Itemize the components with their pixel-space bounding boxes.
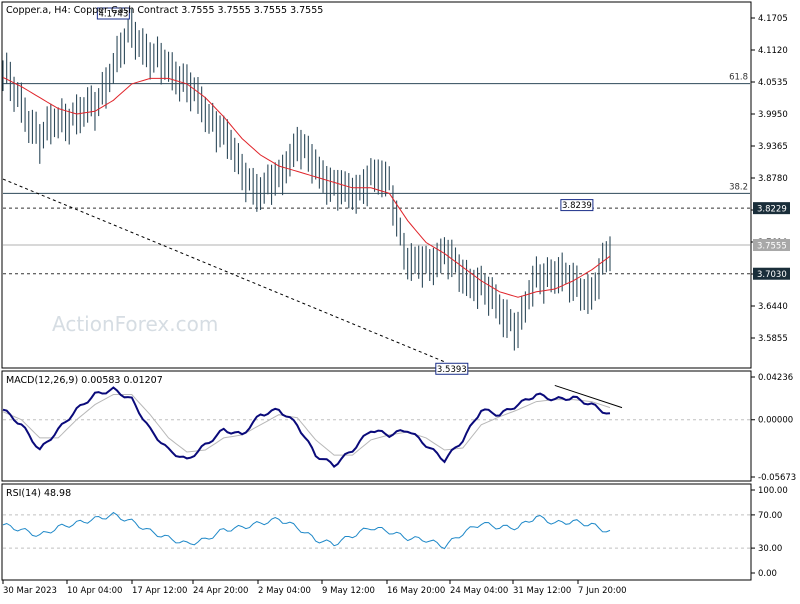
rsi-line <box>2 511 611 550</box>
price-axis-value-box <box>753 202 790 215</box>
price-annotation-label: 3.5393 <box>437 365 467 375</box>
price-tick-label: 3.6440 <box>758 302 788 312</box>
macd-tick-label: -0.05673 <box>758 473 796 483</box>
x-tick-label: 24 Apr 20:00 <box>193 586 248 596</box>
price-title: Copper.a, H4: Copper Cash Contract 3.755… <box>6 5 323 16</box>
price-axis-value-label: 3.8229 <box>757 205 787 215</box>
macd-divergence-line <box>554 384 623 409</box>
macd-tick-label: 0.00000 <box>758 416 793 426</box>
rsi-tick-label: 100.00 <box>758 486 788 496</box>
x-tick-label: 7 Jun 20:00 <box>578 586 627 596</box>
rsi-tick-label: 0.00 <box>758 569 777 579</box>
x-tick-label: 16 May 20:00 <box>387 586 445 596</box>
macd-plot <box>2 384 750 468</box>
x-tick-label: 31 May 12:00 <box>513 586 571 596</box>
rsi-tick-label: 30.00 <box>758 544 782 554</box>
macd-panel-frame <box>1 370 752 482</box>
price-annotation-box <box>435 362 469 375</box>
price-tick-label: 4.1120 <box>758 46 788 56</box>
macd-signal-line <box>2 394 611 456</box>
rsi-tick-label: 70.00 <box>758 511 782 521</box>
macd-title: MACD(12,26,9) 0.00583 0.01207 <box>6 375 163 386</box>
x-tick-label: 9 May 12:00 <box>322 586 375 596</box>
price-bars <box>2 8 611 351</box>
price-axis-value-label: 3.7555 <box>757 242 787 252</box>
price-tick-label: 3.5855 <box>758 334 788 344</box>
price-annotation-box <box>560 199 594 212</box>
price-panel-frame <box>1 1 752 369</box>
price-axis-value-box <box>753 267 790 280</box>
price-plot: 61.8 38.2 4.1743 3.8239 3.5393 <box>2 7 750 375</box>
rsi-title: RSI(14) 48.98 <box>6 488 71 499</box>
price-annotation-label: 4.1743 <box>98 10 128 20</box>
trendline <box>2 178 445 363</box>
x-tick-label: 17 Apr 12:00 <box>132 586 187 596</box>
x-tick-label: 24 May 04:00 <box>450 586 508 596</box>
rsi-plot <box>2 511 750 550</box>
moving-average-line <box>2 76 611 298</box>
price-tick-label: 3.8780 <box>758 174 788 184</box>
price-axis-value-box <box>753 239 790 252</box>
watermark-text: ActionForex.com <box>52 312 218 336</box>
price-axis-value-label: 3.7030 <box>757 270 787 280</box>
x-tick-label: 30 Mar 2023 <box>3 586 57 596</box>
price-tick-label: 3.9950 <box>758 110 788 120</box>
x-tick-label: 2 May 04:00 <box>258 586 311 596</box>
price-tick-label: 3.9365 <box>758 142 788 152</box>
axes: 4.17054.11204.05353.99503.93653.87803.81… <box>2 14 796 596</box>
fib-label: 61.8 <box>729 73 748 83</box>
price-annotation-label: 3.8239 <box>562 201 592 211</box>
x-tick-label: 10 Apr 04:00 <box>67 586 122 596</box>
macd-tick-label: 0.04236 <box>758 373 793 383</box>
macd-line <box>2 386 611 468</box>
fib-label: 38.2 <box>729 182 748 192</box>
price-annotation-box <box>96 7 130 20</box>
price-tick-label: 4.0535 <box>758 78 788 88</box>
rsi-panel-frame <box>1 483 752 581</box>
price-tick-label: 4.1705 <box>758 14 788 24</box>
